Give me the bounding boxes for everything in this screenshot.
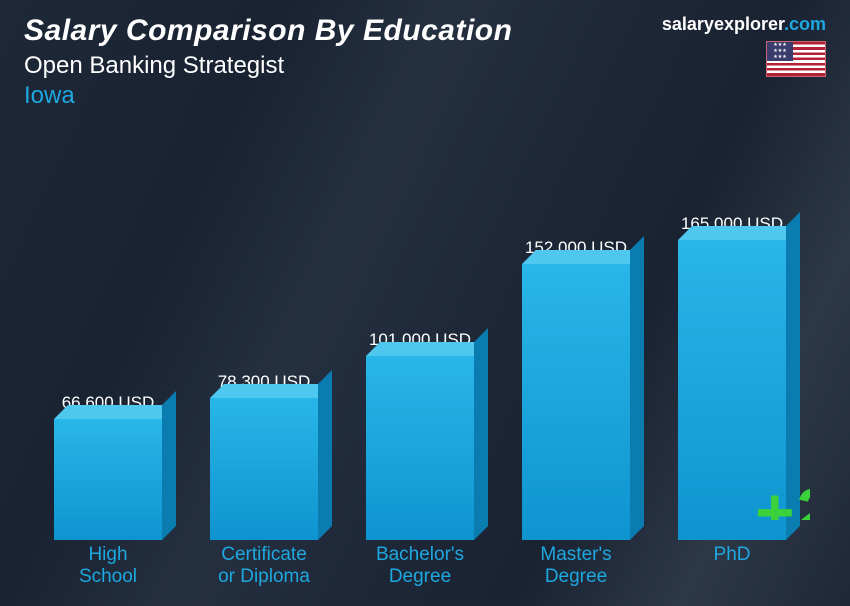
- bar-slot: 78,300 USD: [186, 372, 342, 540]
- bar: [522, 264, 630, 540]
- bar: [210, 398, 318, 540]
- x-axis-label: Bachelor'sDegree: [342, 540, 498, 588]
- bar-slot: 165,000 USD: [654, 214, 810, 540]
- bar: [678, 240, 786, 540]
- brand-name-text: salaryexplorer: [662, 14, 784, 34]
- bar-slot: 152,000 USD: [498, 238, 654, 540]
- bar: [54, 419, 162, 540]
- brand-tld: .com: [784, 14, 826, 34]
- flag-icon: [766, 41, 826, 77]
- x-axis-label: Certificateor Diploma: [186, 540, 342, 588]
- bar-slot: 66,600 USD: [30, 393, 186, 540]
- x-axis-label: Master'sDegree: [498, 540, 654, 588]
- brand: salaryexplorer.com: [662, 14, 826, 82]
- bar-slot: 101,000 USD: [342, 330, 498, 540]
- chart-location: Iowa: [24, 82, 826, 110]
- brand-name: salaryexplorer.com: [662, 14, 826, 35]
- x-axis-label: HighSchool: [30, 540, 186, 588]
- x-axis-label: PhD: [654, 540, 810, 588]
- bar: [366, 356, 474, 540]
- salary-chart: 66,600 USD 78,300 USD 101,000 USD 152,00…: [30, 130, 810, 588]
